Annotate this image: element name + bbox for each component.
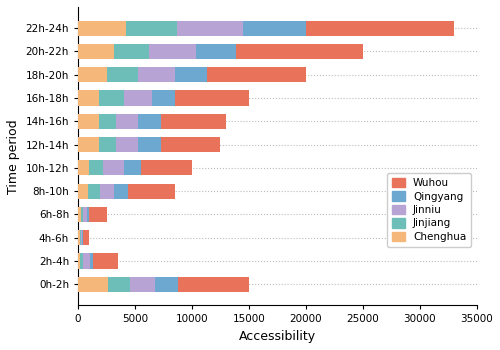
Bar	[106, 67, 138, 82]
Bar	[124, 160, 140, 175]
X-axis label: Accessibility: Accessibility	[239, 330, 316, 343]
Bar	[78, 253, 80, 268]
Bar	[116, 137, 138, 152]
Bar	[138, 67, 175, 82]
Bar	[78, 137, 98, 152]
Bar	[161, 137, 220, 152]
Bar	[83, 207, 87, 222]
Bar	[78, 21, 126, 36]
Bar	[98, 137, 116, 152]
Bar	[78, 114, 98, 129]
Bar	[152, 90, 175, 106]
Bar	[82, 230, 84, 245]
Bar	[90, 160, 103, 175]
Bar	[100, 184, 114, 199]
Bar	[128, 184, 175, 199]
Bar	[124, 90, 152, 106]
Bar	[206, 67, 306, 82]
Bar	[161, 114, 226, 129]
Bar	[130, 277, 156, 292]
Y-axis label: Time period: Time period	[7, 119, 20, 194]
Bar	[126, 21, 177, 36]
Bar	[78, 44, 114, 59]
Bar	[178, 277, 249, 292]
Bar	[84, 230, 89, 245]
Bar	[306, 21, 454, 36]
Bar	[83, 253, 90, 268]
Bar	[177, 21, 243, 36]
Bar	[138, 137, 161, 152]
Bar	[140, 160, 192, 175]
Bar	[78, 277, 108, 292]
Bar	[78, 160, 90, 175]
Bar	[90, 253, 94, 268]
Bar	[78, 230, 80, 245]
Bar	[114, 44, 148, 59]
Bar	[108, 277, 130, 292]
Bar	[80, 230, 82, 245]
Bar	[80, 253, 83, 268]
Legend: Wuhou, Qingyang, Jinniu, Jinjiang, Chenghua: Wuhou, Qingyang, Jinniu, Jinjiang, Cheng…	[387, 173, 471, 247]
Bar	[175, 67, 206, 82]
Bar	[156, 277, 178, 292]
Bar	[138, 114, 161, 129]
Bar	[94, 253, 118, 268]
Bar	[175, 90, 249, 106]
Bar	[114, 184, 128, 199]
Bar	[78, 207, 81, 222]
Bar	[148, 44, 196, 59]
Bar	[90, 207, 106, 222]
Bar	[116, 114, 138, 129]
Bar	[98, 114, 116, 129]
Bar	[88, 184, 100, 199]
Bar	[87, 207, 90, 222]
Bar	[243, 21, 306, 36]
Bar	[78, 67, 106, 82]
Bar	[236, 44, 363, 59]
Bar	[103, 160, 124, 175]
Bar	[196, 44, 236, 59]
Bar	[78, 184, 88, 199]
Bar	[81, 207, 83, 222]
Bar	[98, 90, 124, 106]
Bar	[78, 90, 98, 106]
